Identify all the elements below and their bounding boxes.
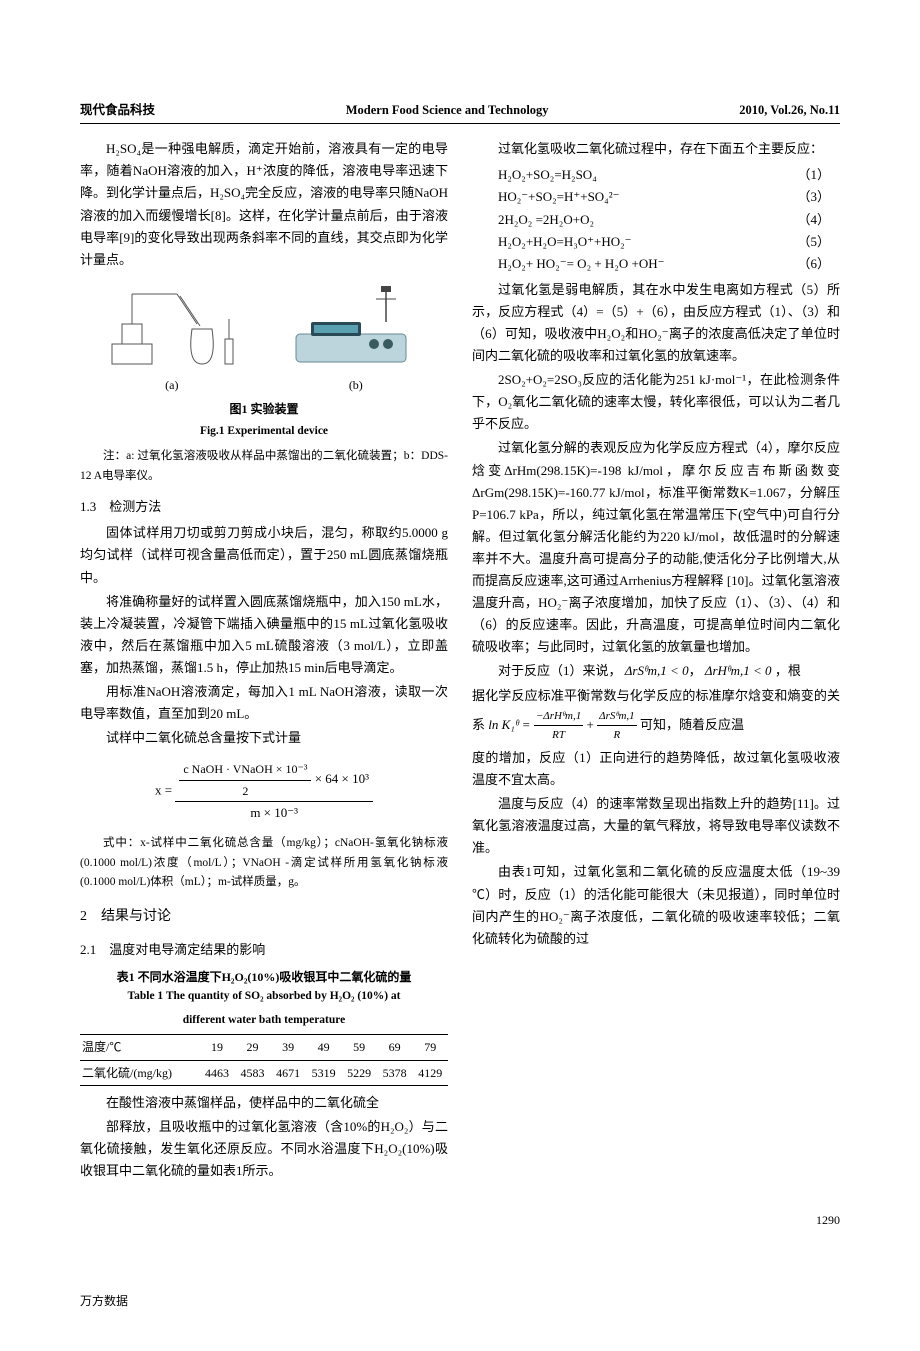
figure-note: 注：a: 过氧化氢溶液吸收从样品中蒸馏出的二氧化硫装置；b：DDS-12 A电导… [80, 447, 448, 486]
eq-mult: × 64 × 10³ [315, 771, 369, 786]
para-method-3: 用标准NaOH溶液滴定，每加入1 mL NaOH溶液，读取一次电导率数值，直至加… [80, 681, 448, 725]
para-c2-3: 过氧化氢是弱电解质，其在水中发生电离如方程式（5）所示，反应方程式（4）=（5）… [472, 279, 840, 367]
apparatus-a-icon [90, 284, 264, 369]
td: 5378 [377, 1060, 413, 1085]
td: 二氧化硫/(mg/kg) [80, 1060, 199, 1085]
reaction-row: HO₂⁻+SO₂=H⁺+SO₄²⁻（3） [498, 186, 840, 208]
delta-s: ΔrSᶿm,1 < 0 [625, 663, 689, 678]
eq-den: m × 10⁻³ [175, 802, 373, 824]
table-row: 二氧化硫/(mg/kg) 4463 4583 4671 5319 5229 53… [80, 1060, 448, 1085]
table-caption-en-1: Table 1 The quantity of SO₂ absorbed by … [80, 987, 448, 1007]
figure-caption-cn: 图1 实验装置 [80, 399, 448, 419]
figure-caption-en: Fig.1 Experimental device [80, 422, 448, 442]
para-c2-1: 部释放，且吸收瓶中的过氧化氢溶液（含10%的H₂O₂）与二氧化硫接触，发生氧化还… [80, 1116, 448, 1182]
section-2-1-heading: 2.1 温度对电导滴定结果的影响 [80, 939, 448, 961]
th: 39 [270, 1035, 306, 1060]
td: 4129 [412, 1060, 448, 1085]
th: 69 [377, 1035, 413, 1060]
reaction-row: H₂O₂+ HO₂⁻= O₂ + H₂O +OH⁻（6） [498, 253, 840, 275]
para-method-1: 固体试样用刀切或剪刀剪成小块后，混匀，称取约5.0000 g均匀试样（试样可视含… [80, 522, 448, 588]
apparatus-b-icon [264, 284, 438, 369]
td: 4583 [235, 1060, 271, 1085]
figure-label-a: (a) [165, 375, 178, 395]
equation-note: 式中：x-试样中二氧化硫总含量（mg/kg）；cNaOH-氢氧化钠标液(0.10… [80, 834, 448, 893]
footer-source: 万方数据 [80, 1291, 840, 1311]
data-table: 温度/℃ 19 29 39 49 59 69 79 二氧化硫/(mg/kg) 4… [80, 1034, 448, 1086]
th: 温度/℃ [80, 1035, 199, 1060]
para-c2-6: 对于反应（1）来说， ΔrSᶿm,1 < 0， ΔrHᶿm,1 < 0 ，根 [472, 660, 840, 682]
lnK: ln K₁ᶿ = [488, 717, 534, 732]
td: 4463 [199, 1060, 235, 1085]
para-method-4: 试样中二氧化硫总含量按下式计量 [80, 727, 448, 749]
para-c2-7: 据化学反应标准平衡常数与化学反应的标准摩尔焓变和熵变的关系 ln K₁ᶿ = −… [472, 685, 840, 745]
header-center: Modern Food Science and Technology [346, 100, 549, 121]
section-2-heading: 2 结果与讨论 [80, 905, 448, 929]
table-caption-cn: 表1 不同水浴温度下H₂O₂(10%)吸收银耳中二氧化硫的量 [80, 967, 448, 987]
eq-num-bot: 2 [179, 781, 311, 801]
figure-1: (a) (b) 图1 实验装置 Fig.1 Experimental devic… [80, 279, 448, 441]
td: 5319 [306, 1060, 342, 1085]
eq-lhs: x = [155, 783, 172, 798]
table-1: 表1 不同水浴温度下H₂O₂(10%)吸收银耳中二氧化硫的量 Table 1 T… [80, 967, 448, 1086]
para-intro: H₂SO₄是一种强电解质，滴定开始前，溶液具有一定的电导率，随着NaOH溶液的加… [80, 138, 448, 271]
td: 5229 [341, 1060, 377, 1085]
para-c2-10: 由表1可知，过氧化氢和二氧化硫的反应温度太低（19~39 ℃）时，反应（1）的活… [472, 861, 840, 949]
page-number: 1290 [80, 1210, 840, 1230]
para-c2-9: 温度与反应（4）的速率常数呈现出指数上升的趋势[11]。过氧化氢溶液温度过高，大… [472, 793, 840, 859]
td: 4671 [270, 1060, 306, 1085]
figure-label-b: (b) [349, 375, 363, 395]
para-c2-4: 2SO₂+O₂=2SO₃反应的活化能为251 kJ·mol⁻¹，在此检测条件下，… [472, 369, 840, 435]
section-1-3-heading: 1.3 检测方法 [80, 496, 448, 518]
th: 29 [235, 1035, 271, 1060]
para-method-2: 将准确称量好的试样置入圆底蒸馏烧瓶中，加入150 mL水，装上冷凝装置，冷凝管下… [80, 591, 448, 679]
eq-num-top: c NaOH · VNaOH × 10⁻³ [179, 759, 311, 780]
reaction-row: 2H₂O₂ =2H₂O+O₂（4） [498, 209, 840, 231]
para-after-table: 在酸性溶液中蒸馏样品，使样品中的二氧化硫全 [80, 1092, 448, 1114]
delta-h: ΔrHᶿm,1 < 0 [705, 663, 772, 678]
table-caption-en-2: different water bath temperature [80, 1011, 448, 1031]
figure-1-diagram [90, 279, 438, 369]
th: 49 [306, 1035, 342, 1060]
equation-x: x = c NaOH · VNaOH × 10⁻³ 2 × 64 × 10³ m… [80, 759, 448, 824]
reaction-row: H₂O₂+H₂O=H₃O⁺+HO₂⁻（5） [498, 231, 840, 253]
th: 19 [199, 1035, 235, 1060]
reaction-row: H₂O₂+SO₂=H₂SO₄（1） [498, 164, 840, 186]
th: 59 [341, 1035, 377, 1060]
header-right: 2010, Vol.26, No.11 [739, 100, 840, 121]
para-c2-5: 过氧化氢分解的表观反应为化学反应方程式（4），摩尔反应焓变ΔrHm(298.15… [472, 437, 840, 658]
header-left: 现代食品科技 [80, 100, 155, 121]
para-c2-8: 度的增加，反应（1）正向进行的趋势降低，故过氧化氢吸收液温度不宜太高。 [472, 747, 840, 791]
two-column-body: H₂SO₄是一种强电解质，滴定开始前，溶液具有一定的电导率，随着NaOH溶液的加… [80, 138, 840, 1198]
para-c2-2: 过氧化氢吸收二氧化硫过程中，存在下面五个主要反应： [472, 138, 840, 160]
th: 79 [412, 1035, 448, 1060]
running-header: 现代食品科技 Modern Food Science and Technolog… [80, 100, 840, 124]
table-row: 温度/℃ 19 29 39 49 59 69 79 [80, 1035, 448, 1060]
reaction-list: H₂O₂+SO₂=H₂SO₄（1） HO₂⁻+SO₂=H⁺+SO₄²⁻（3） 2… [498, 164, 840, 274]
